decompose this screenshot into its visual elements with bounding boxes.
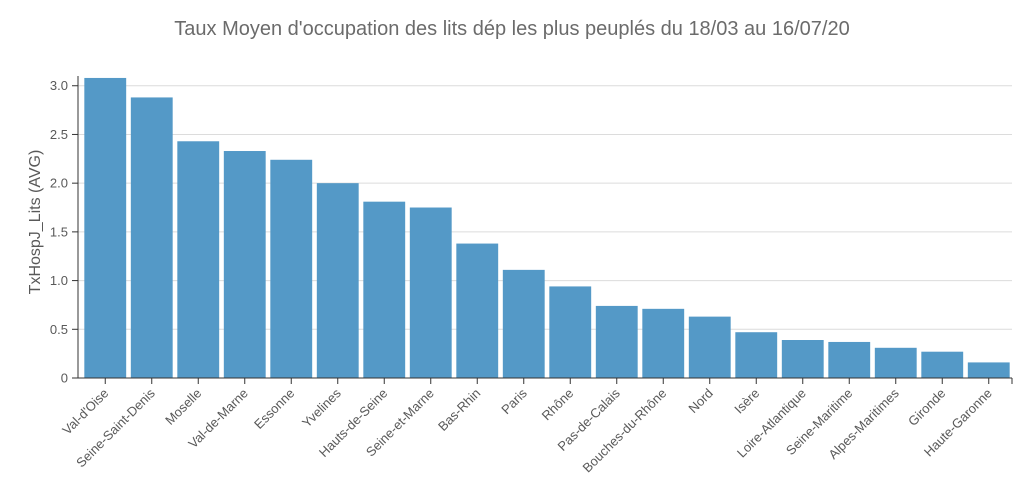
- bar: [270, 159, 313, 378]
- bar: [84, 77, 127, 378]
- bar: [828, 341, 871, 378]
- x-tick-label: Seine-Saint-Denis: [73, 385, 158, 470]
- x-tick-label: Bas-Rhin: [435, 386, 483, 434]
- bar: [502, 269, 545, 378]
- y-tick-label: 3.0: [50, 78, 68, 93]
- y-tick-label: 2.0: [50, 176, 68, 191]
- chart-title: Taux Moyen d'occupation des lits dép les…: [174, 18, 850, 40]
- bar: [921, 351, 964, 378]
- bar: [223, 151, 266, 378]
- x-tick-label: Gironde: [905, 386, 948, 429]
- y-tick-label: 1.5: [50, 224, 68, 239]
- x-tick-label: Paris: [498, 385, 530, 417]
- bar: [781, 340, 824, 378]
- bar: [688, 316, 731, 378]
- y-tick-label: 0.5: [50, 322, 68, 337]
- y-tick-label: 2.5: [50, 127, 68, 142]
- bar: [456, 243, 499, 378]
- bar: [595, 305, 638, 378]
- bar: [735, 332, 778, 378]
- y-axis-label: TxHospJ_Lits (AVG): [27, 150, 44, 295]
- x-tick-label: Isère: [731, 386, 762, 417]
- y-axis: 0 0.5 1.0 1.5 2.0 2.5 3.0: [50, 76, 79, 386]
- x-tick-label: Rhône: [539, 386, 577, 424]
- grid-lines: [78, 85, 1012, 330]
- y-tick-label: 1.0: [50, 273, 68, 288]
- bar: [967, 362, 1010, 378]
- bar: [177, 141, 220, 378]
- x-tick-label: Moselle: [162, 386, 204, 428]
- bar: [363, 201, 406, 378]
- bar: [549, 286, 592, 378]
- x-tick-label: Bouches-du-Rhône: [580, 386, 670, 476]
- bar: [316, 183, 359, 378]
- bar: [130, 97, 173, 379]
- y-tick-label: 0: [61, 371, 68, 386]
- x-tick-label: Essonne: [251, 386, 297, 432]
- x-tick-label: Nord: [685, 386, 716, 417]
- x-tick-label: Yvelines: [299, 385, 344, 430]
- bars: [84, 77, 1010, 379]
- bar: [642, 308, 685, 378]
- bar: [409, 207, 452, 378]
- bar: [874, 347, 917, 378]
